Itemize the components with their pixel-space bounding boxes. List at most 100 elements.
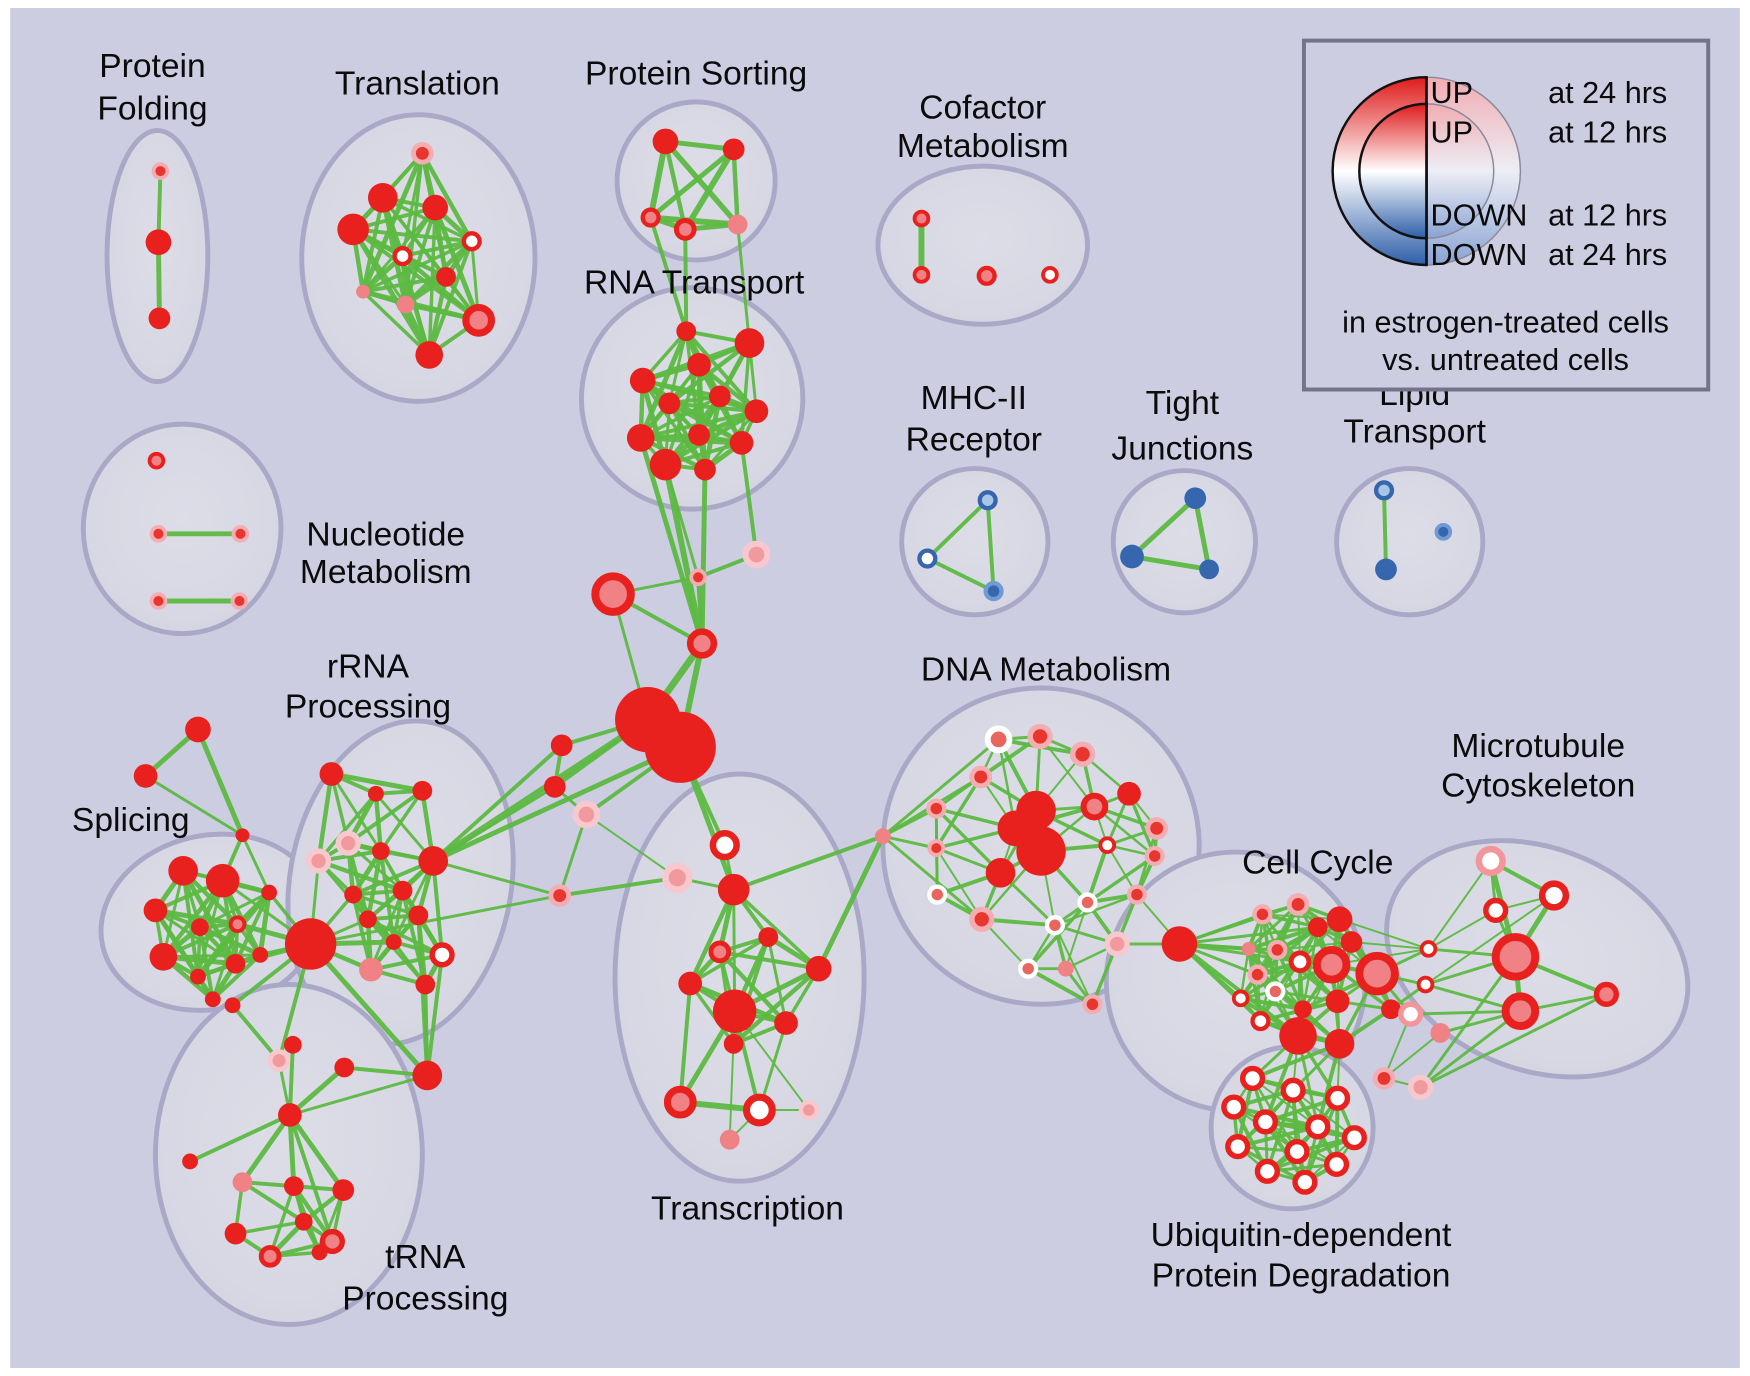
gene-node-rp bbox=[1355, 951, 1399, 996]
network-edge bbox=[1129, 495, 1198, 560]
network-edge bbox=[663, 139, 688, 232]
gene-node-r bbox=[805, 955, 832, 982]
network-edge bbox=[925, 498, 990, 561]
network-edge bbox=[1383, 1031, 1442, 1080]
network-edge bbox=[316, 858, 405, 893]
gene-node-bd bbox=[1434, 523, 1453, 541]
gene-node-r bbox=[722, 138, 745, 161]
gene-node-rw bbox=[1324, 1085, 1351, 1111]
gene-node-r bbox=[678, 971, 703, 996]
gene-node-wp bbox=[1044, 915, 1065, 936]
gene-node-p bbox=[875, 828, 891, 845]
gene-node-rw bbox=[1538, 880, 1570, 911]
network-edge bbox=[699, 467, 708, 646]
gene-node-pr bbox=[1027, 723, 1053, 750]
network-edge bbox=[1177, 925, 1320, 946]
gene-node-r bbox=[729, 431, 754, 455]
network-edge bbox=[1235, 1124, 1320, 1149]
gene-node-rp bbox=[663, 1085, 697, 1119]
gene-node-r bbox=[332, 1179, 355, 1201]
network-edge bbox=[682, 146, 737, 233]
gene-node-rw bbox=[392, 245, 413, 267]
gene-node-r bbox=[367, 785, 384, 802]
legend-status-label: UP bbox=[1430, 116, 1473, 150]
gene-node-r bbox=[1381, 999, 1401, 1020]
legend-caption: vs. untreated cells bbox=[1382, 343, 1629, 377]
network-edge bbox=[662, 138, 741, 228]
gene-node-r bbox=[224, 997, 241, 1014]
gene-node-p bbox=[1057, 960, 1074, 977]
gene-node-rw bbox=[1483, 897, 1509, 923]
gene-node-r bbox=[1294, 1000, 1312, 1019]
gene-node-r bbox=[422, 194, 449, 221]
network-edge bbox=[316, 771, 334, 864]
gene-node-rw bbox=[461, 231, 482, 252]
nodes-layer bbox=[133, 128, 1619, 1268]
gene-node-pr bbox=[1372, 1067, 1396, 1090]
network-edge bbox=[423, 982, 430, 1078]
cluster-label-nucleotide: Metabolism bbox=[300, 554, 472, 591]
gene-node-rp bbox=[258, 1244, 282, 1268]
gene-node-rp bbox=[912, 209, 931, 228]
cluster-label-microtubule: Cytoskeleton bbox=[1441, 767, 1635, 804]
gene-node-bl bbox=[977, 490, 998, 511]
gene-node-pw bbox=[1475, 845, 1506, 877]
network-edge bbox=[1085, 843, 1110, 905]
gene-node-pr bbox=[1247, 964, 1268, 985]
network-edge bbox=[678, 981, 693, 1105]
gene-node-r bbox=[436, 266, 456, 287]
network-edge bbox=[925, 556, 996, 594]
gene-node-r bbox=[225, 953, 246, 974]
gene-node-r bbox=[1161, 926, 1198, 962]
gene-node-pp bbox=[662, 862, 693, 893]
gene-node-pp bbox=[267, 1049, 291, 1072]
gene-node-r bbox=[744, 399, 769, 424]
network-edge bbox=[1338, 918, 1430, 950]
legend-status-label: UP bbox=[1430, 76, 1473, 110]
gene-node-p bbox=[719, 1129, 740, 1150]
gene-node-p bbox=[1241, 942, 1256, 956]
network-edge bbox=[400, 239, 474, 259]
gene-node-r bbox=[1340, 931, 1363, 953]
gene-node-pr bbox=[1069, 741, 1096, 767]
legend-time-label: at 12 hrs bbox=[1548, 116, 1667, 150]
network-edge bbox=[558, 813, 588, 898]
network-edge bbox=[1192, 495, 1212, 572]
gene-node-r bbox=[392, 880, 413, 901]
gene-node-r bbox=[1016, 826, 1066, 876]
gene-node-r bbox=[652, 128, 679, 155]
gene-node-rw bbox=[1341, 1125, 1367, 1151]
network-edge bbox=[1427, 859, 1492, 950]
gene-node-pp bbox=[1104, 931, 1130, 957]
gene-node-r bbox=[1117, 781, 1141, 806]
network-edge bbox=[667, 401, 759, 414]
cluster-label-mhc-ii: Receptor bbox=[906, 421, 1042, 458]
network-edge bbox=[379, 789, 425, 853]
gene-node-r bbox=[337, 213, 369, 246]
gene-node-r bbox=[712, 989, 757, 1033]
network-edge bbox=[400, 253, 481, 323]
legend-time-label: at 24 hrs bbox=[1548, 238, 1667, 272]
gene-node-pr bbox=[1082, 994, 1103, 1015]
gene-node-pr bbox=[969, 906, 995, 932]
network-edge bbox=[240, 1180, 306, 1224]
gene-node-r bbox=[412, 1060, 443, 1091]
gene-node-r bbox=[191, 918, 209, 937]
network-edge bbox=[1026, 966, 1095, 1007]
network-edge bbox=[1424, 894, 1555, 986]
cluster-label-rrna-processing: Processing bbox=[285, 688, 451, 725]
gene-node-r bbox=[294, 1212, 313, 1231]
gene-node-r bbox=[235, 828, 250, 843]
cluster-label-protein-folding: Folding bbox=[97, 90, 207, 127]
gene-node-r bbox=[676, 321, 697, 342]
gene-node-p bbox=[1430, 1023, 1451, 1043]
gene-node-rw bbox=[1323, 1151, 1350, 1177]
gene-node-r bbox=[626, 424, 655, 452]
network-edge bbox=[985, 498, 996, 594]
gene-node-r bbox=[283, 1035, 302, 1054]
network-edge bbox=[1085, 854, 1157, 905]
network-edge bbox=[1419, 992, 1608, 1089]
network-edge bbox=[329, 772, 383, 853]
cluster-tight-junctions-ellipse bbox=[1110, 468, 1258, 616]
gene-node-r bbox=[418, 846, 449, 876]
